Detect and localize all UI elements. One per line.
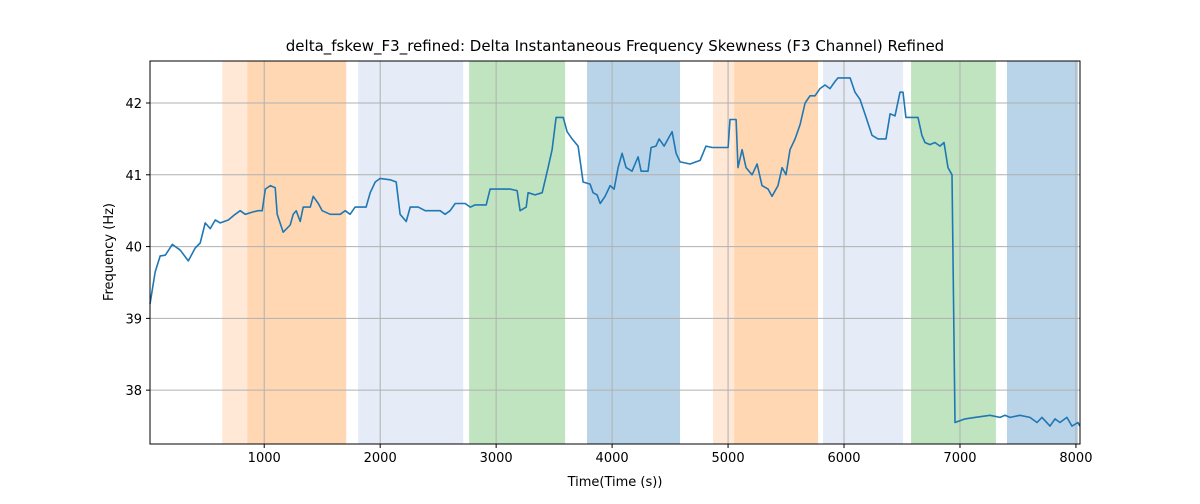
y-tick-label: 41 [125, 169, 142, 184]
x-tick-label: 3000 [480, 451, 513, 466]
y-tick-label: 42 [125, 97, 142, 112]
axes-frame [149, 60, 1081, 445]
x-tick-label: 2000 [364, 451, 397, 466]
shaded-span [823, 61, 904, 444]
x-tick-label: 7000 [943, 451, 976, 466]
y-tick-label: 40 [125, 241, 142, 256]
x-tick-label: 5000 [712, 451, 745, 466]
shaded-span [1006, 61, 1078, 444]
x-axis-label: Time(Time (s)) [567, 475, 663, 490]
shaded-span [247, 61, 347, 444]
shaded-span [469, 61, 566, 444]
shaded-span [713, 61, 735, 444]
x-tick-label: 8000 [1059, 451, 1092, 466]
spans [222, 61, 1078, 444]
y-tick-label: 38 [125, 384, 142, 399]
shaded-span [734, 61, 819, 444]
y-tick-label: 39 [125, 312, 142, 327]
shaded-span [587, 61, 681, 444]
chart-title: delta_fskew_F3_refined: Delta Instantane… [286, 37, 944, 56]
x-tick-label: 6000 [827, 451, 860, 466]
grid [150, 61, 1080, 444]
shaded-span [358, 61, 464, 444]
plot [149, 77, 1081, 427]
x-tick-label: 4000 [596, 451, 629, 466]
data-line [149, 77, 1081, 427]
shaded-span [222, 61, 248, 444]
y-axis-label: Frequency (Hz) [102, 203, 117, 301]
x-tick-label: 1000 [248, 451, 281, 466]
ticks: 1000 2000 3000 4000 5000 6000 7000 8000 38 39 40 41… [125, 97, 1092, 466]
